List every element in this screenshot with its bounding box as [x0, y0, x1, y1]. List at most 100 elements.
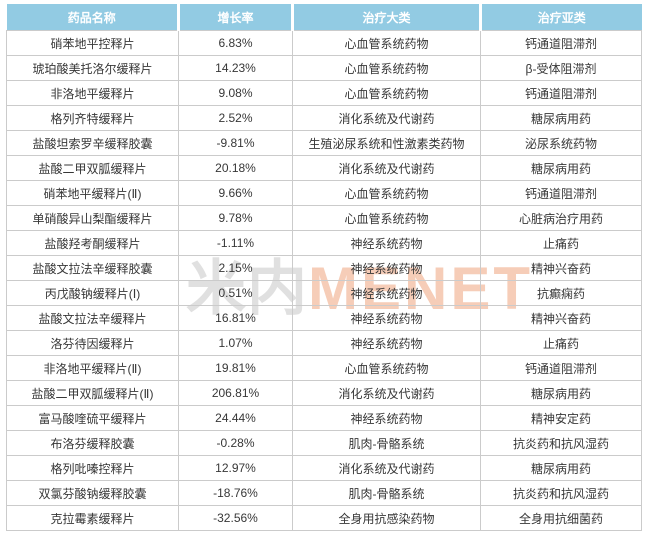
growth-rate-cell: -9.81% — [178, 130, 293, 156]
growth-rate-cell: 19.81% — [178, 355, 293, 381]
table-row: 洛芬待因缓释片 1.07% 神经系统药物 止痛药 — [6, 330, 642, 356]
drug-name-cell: 硝苯地平缓释片(Ⅱ) — [6, 180, 179, 206]
growth-rate-cell: 20.18% — [178, 155, 293, 181]
therapy-major-cell: 神经系统药物 — [292, 280, 481, 306]
table-row: 丙戊酸钠缓释片(Ⅰ) 0.51% 神经系统药物 抗癫痫药 — [6, 280, 642, 306]
therapy-sub-cell: 精神兴奋药 — [480, 255, 642, 281]
drug-name-cell: 格列吡嗪控释片 — [6, 455, 179, 481]
therapy-major-cell: 生殖泌尿系统和性激素类药物 — [292, 130, 481, 156]
table-row: 盐酸羟考酮缓释片 -1.11% 神经系统药物 止痛药 — [6, 230, 642, 256]
drug-name-cell: 双氯芬酸钠缓释胶囊 — [6, 480, 179, 506]
therapy-major-cell: 全身用抗感染药物 — [292, 505, 481, 531]
therapy-sub-cell: 全身用抗细菌药 — [480, 505, 642, 531]
growth-rate-cell: -0.28% — [178, 430, 293, 456]
table-row: 单硝酸异山梨酯缓释片 9.78% 心血管系统药物 心脏病治疗用药 — [6, 205, 642, 231]
therapy-sub-cell: β-受体阻滞剂 — [480, 55, 642, 81]
drug-growth-table: 药品名称 增长率 治疗大类 治疗亚类 硝苯地平控释片 6.83% 心血管系统药物 钙通… — [6, 4, 642, 531]
growth-rate-cell: 9.78% — [178, 205, 293, 231]
drug-name-cell: 克拉霉素缓释片 — [6, 505, 179, 531]
header-row: 药品名称 增长率 治疗大类 治疗亚类 — [6, 4, 642, 31]
table-row: 非洛地平缓释片 9.08% 心血管系统药物 钙通道阻滞剂 — [6, 80, 642, 106]
growth-rate-cell: 9.66% — [178, 180, 293, 206]
drug-name-cell: 非洛地平缓释片(Ⅱ) — [6, 355, 179, 381]
therapy-sub-cell: 钙通道阻滞剂 — [480, 80, 642, 106]
drug-name-cell: 盐酸羟考酮缓释片 — [6, 230, 179, 256]
table-body: 硝苯地平控释片 6.83% 心血管系统药物 钙通道阻滞剂 琥珀酸美托洛尔缓释片 14.23… — [6, 30, 642, 531]
growth-rate-cell: 2.52% — [178, 105, 293, 131]
drug-name-cell: 琥珀酸美托洛尔缓释片 — [6, 55, 179, 81]
therapy-major-cell: 神经系统药物 — [292, 230, 481, 256]
growth-rate-cell: -1.11% — [178, 230, 293, 256]
header-growth-rate: 增长率 — [177, 4, 293, 31]
drug-name-cell: 盐酸文拉法辛缓释片 — [6, 305, 179, 331]
drug-name-cell: 格列齐特缓释片 — [6, 105, 179, 131]
header-therapy-major: 治疗大类 — [291, 4, 481, 31]
therapy-sub-cell: 糖尿病用药 — [480, 155, 642, 181]
therapy-major-cell: 消化系统及代谢药 — [292, 105, 481, 131]
therapy-sub-cell: 止痛药 — [480, 330, 642, 356]
table-row: 琥珀酸美托洛尔缓释片 14.23% 心血管系统药物 β-受体阻滞剂 — [6, 55, 642, 81]
therapy-major-cell: 心血管系统药物 — [292, 30, 481, 56]
drug-name-cell: 单硝酸异山梨酯缓释片 — [6, 205, 179, 231]
drug-name-cell: 丙戊酸钠缓释片(Ⅰ) — [6, 280, 179, 306]
therapy-sub-cell: 钙通道阻滞剂 — [480, 180, 642, 206]
drug-name-cell: 布洛芬缓释胶囊 — [6, 430, 179, 456]
therapy-sub-cell: 糖尿病用药 — [480, 455, 642, 481]
drug-name-cell: 盐酸二甲双胍缓释片 — [6, 155, 179, 181]
growth-rate-cell: 14.23% — [178, 55, 293, 81]
therapy-sub-cell: 抗炎药和抗风湿药 — [480, 480, 642, 506]
header-drug-name: 药品名称 — [6, 4, 179, 31]
therapy-major-cell: 消化系统及代谢药 — [292, 155, 481, 181]
drug-name-cell: 非洛地平缓释片 — [6, 80, 179, 106]
therapy-sub-cell: 精神兴奋药 — [480, 305, 642, 331]
table-row: 盐酸文拉法辛缓释片 16.81% 神经系统药物 精神兴奋药 — [6, 305, 642, 331]
growth-rate-cell: 6.83% — [178, 30, 293, 56]
therapy-sub-cell: 止痛药 — [480, 230, 642, 256]
drug-name-cell: 富马酸喹硫平缓释片 — [6, 405, 179, 431]
growth-rate-cell: 16.81% — [178, 305, 293, 331]
table-row: 克拉霉素缓释片 -32.56% 全身用抗感染药物 全身用抗细菌药 — [6, 505, 642, 531]
drug-name-cell: 洛芬待因缓释片 — [6, 330, 179, 356]
growth-rate-cell: 9.08% — [178, 80, 293, 106]
growth-rate-cell: 12.97% — [178, 455, 293, 481]
therapy-major-cell: 神经系统药物 — [292, 405, 481, 431]
table-row: 盐酸二甲双胍缓释片(Ⅱ) 206.81% 消化系统及代谢药 糖尿病用药 — [6, 380, 642, 406]
growth-rate-cell: -18.76% — [178, 480, 293, 506]
drug-name-cell: 硝苯地平控释片 — [6, 30, 179, 56]
therapy-major-cell: 肌肉-骨骼系统 — [292, 430, 481, 456]
drug-name-cell: 盐酸文拉法辛缓释胶囊 — [6, 255, 179, 281]
therapy-major-cell: 心血管系统药物 — [292, 355, 481, 381]
table-row: 格列齐特缓释片 2.52% 消化系统及代谢药 糖尿病用药 — [6, 105, 642, 131]
growth-rate-cell: 24.44% — [178, 405, 293, 431]
therapy-sub-cell: 钙通道阻滞剂 — [480, 30, 642, 56]
therapy-major-cell: 心血管系统药物 — [292, 180, 481, 206]
growth-rate-cell: 2.15% — [178, 255, 293, 281]
header-therapy-sub: 治疗亚类 — [479, 4, 642, 31]
therapy-sub-cell: 抗炎药和抗风湿药 — [480, 430, 642, 456]
therapy-major-cell: 消化系统及代谢药 — [292, 455, 481, 481]
therapy-major-cell: 肌肉-骨骼系统 — [292, 480, 481, 506]
table-row: 盐酸坦索罗辛缓释胶囊 -9.81% 生殖泌尿系统和性激素类药物 泌尿系统药物 — [6, 130, 642, 156]
therapy-sub-cell: 糖尿病用药 — [480, 105, 642, 131]
therapy-major-cell: 神经系统药物 — [292, 305, 481, 331]
growth-rate-cell: 0.51% — [178, 280, 293, 306]
table-row: 硝苯地平缓释片(Ⅱ) 9.66% 心血管系统药物 钙通道阻滞剂 — [6, 180, 642, 206]
therapy-major-cell: 消化系统及代谢药 — [292, 380, 481, 406]
therapy-sub-cell: 抗癫痫药 — [480, 280, 642, 306]
therapy-sub-cell: 泌尿系统药物 — [480, 130, 642, 156]
therapy-major-cell: 心血管系统药物 — [292, 80, 481, 106]
therapy-major-cell: 心血管系统药物 — [292, 205, 481, 231]
therapy-sub-cell: 钙通道阻滞剂 — [480, 355, 642, 381]
drug-name-cell: 盐酸坦索罗辛缓释胶囊 — [6, 130, 179, 156]
table-row: 布洛芬缓释胶囊 -0.28% 肌肉-骨骼系统 抗炎药和抗风湿药 — [6, 430, 642, 456]
drug-name-cell: 盐酸二甲双胍缓释片(Ⅱ) — [6, 380, 179, 406]
growth-rate-cell: 206.81% — [178, 380, 293, 406]
table-header: 药品名称 增长率 治疗大类 治疗亚类 — [6, 4, 642, 31]
therapy-major-cell: 神经系统药物 — [292, 330, 481, 356]
therapy-major-cell: 心血管系统药物 — [292, 55, 481, 81]
growth-rate-cell: 1.07% — [178, 330, 293, 356]
table-row: 格列吡嗪控释片 12.97% 消化系统及代谢药 糖尿病用药 — [6, 455, 642, 481]
table-row: 非洛地平缓释片(Ⅱ) 19.81% 心血管系统药物 钙通道阻滞剂 — [6, 355, 642, 381]
therapy-sub-cell: 心脏病治疗用药 — [480, 205, 642, 231]
